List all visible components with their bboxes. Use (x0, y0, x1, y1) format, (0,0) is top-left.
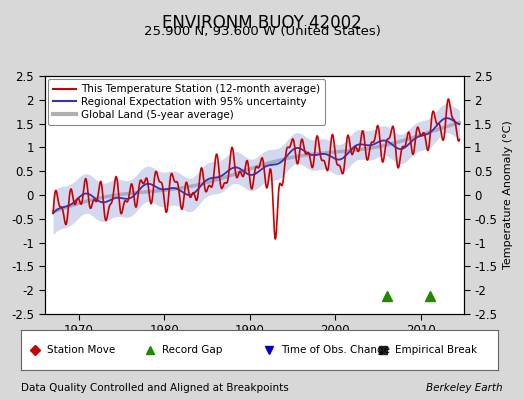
Text: 25.900 N, 93.600 W (United States): 25.900 N, 93.600 W (United States) (144, 25, 380, 38)
Text: ENVIRONM BUOY 42002: ENVIRONM BUOY 42002 (162, 14, 362, 32)
Text: Berkeley Earth: Berkeley Earth (427, 383, 503, 393)
Text: Time of Obs. Change: Time of Obs. Change (281, 345, 390, 355)
Text: Station Move: Station Move (47, 345, 115, 355)
Text: Record Gap: Record Gap (161, 345, 222, 355)
Y-axis label: Temperature Anomaly (°C): Temperature Anomaly (°C) (503, 121, 512, 269)
Text: Data Quality Controlled and Aligned at Breakpoints: Data Quality Controlled and Aligned at B… (21, 383, 289, 393)
Text: Empirical Break: Empirical Break (395, 345, 477, 355)
Legend: This Temperature Station (12-month average), Regional Expectation with 95% uncer: This Temperature Station (12-month avera… (48, 79, 325, 125)
